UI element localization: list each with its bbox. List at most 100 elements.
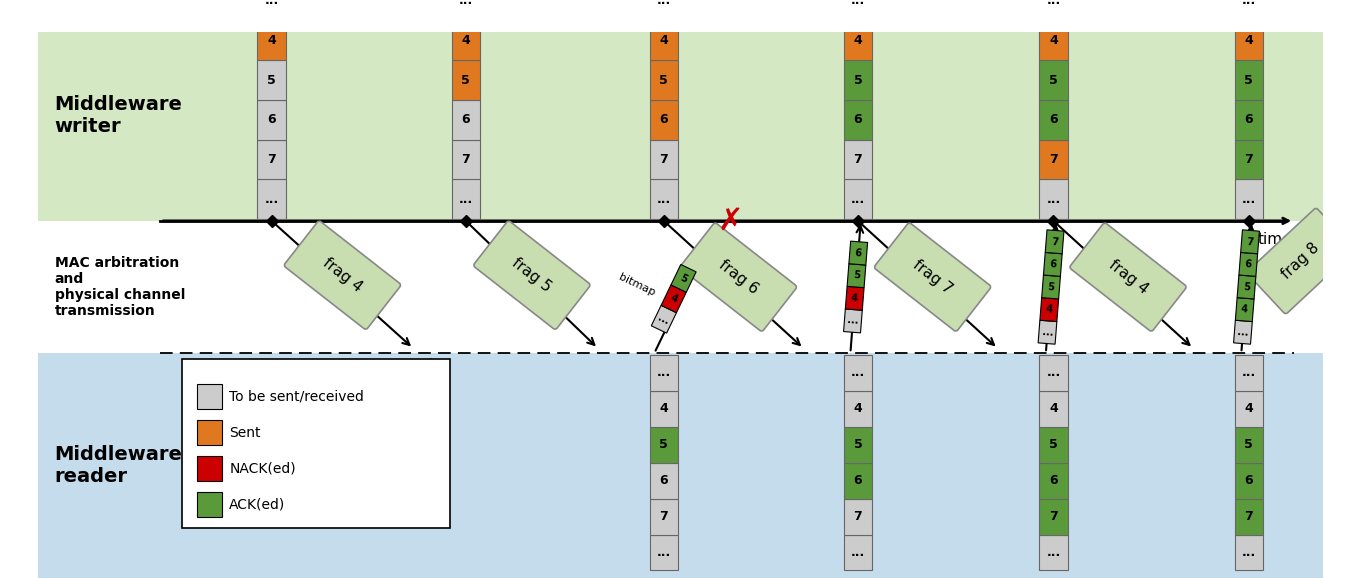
Bar (197, 420, 222, 445)
Text: 4: 4 (660, 34, 668, 47)
Bar (257, 179, 286, 219)
Bar (1234, 499, 1263, 535)
Bar (1040, 391, 1067, 427)
Bar (452, 21, 480, 60)
Text: 5: 5 (1243, 281, 1251, 292)
Text: ...: ... (1241, 0, 1256, 8)
Text: 7: 7 (1244, 153, 1253, 166)
Text: 4: 4 (1049, 402, 1057, 416)
Bar (649, 355, 678, 391)
Bar (1234, 179, 1263, 219)
Bar (844, 427, 872, 463)
Text: 7: 7 (267, 153, 276, 166)
Text: 7: 7 (853, 510, 863, 523)
Bar (649, 60, 678, 100)
Bar (257, 21, 286, 60)
Bar (1040, 499, 1067, 535)
Bar (652, 305, 676, 333)
Text: 6: 6 (853, 113, 863, 126)
Bar (38, 353, 1323, 578)
Text: ...: ... (264, 192, 279, 206)
Bar (197, 456, 222, 481)
Text: 4: 4 (660, 402, 668, 416)
Text: 5: 5 (678, 272, 689, 284)
Bar (844, 391, 872, 427)
Text: 6: 6 (267, 113, 276, 126)
Bar (257, 0, 286, 21)
Text: 5: 5 (660, 73, 668, 87)
FancyBboxPatch shape (680, 223, 796, 331)
Text: time: time (1258, 232, 1292, 247)
Text: 7: 7 (1244, 510, 1253, 523)
Text: $t_{sh}$: $t_{sh}$ (1293, 228, 1315, 249)
Bar (1234, 535, 1263, 570)
Bar (452, 0, 480, 21)
Bar (452, 60, 480, 100)
Text: ACK(ed): ACK(ed) (230, 497, 286, 512)
Bar (844, 463, 872, 499)
Bar (1040, 355, 1067, 391)
Text: 7: 7 (853, 153, 863, 166)
Text: 5: 5 (1049, 438, 1057, 451)
FancyBboxPatch shape (474, 221, 589, 329)
Text: ...: ... (264, 0, 279, 8)
Bar (1040, 427, 1067, 463)
Text: $t_{sh}$: $t_{sh}$ (313, 228, 333, 249)
Text: ...: ... (1047, 546, 1060, 559)
Text: Middleware
reader: Middleware reader (54, 445, 182, 486)
Text: ...: ... (656, 546, 671, 559)
Text: ✗: ✗ (717, 206, 743, 235)
Text: 7: 7 (1049, 510, 1057, 523)
Text: 5: 5 (853, 73, 863, 87)
Bar (1045, 230, 1064, 254)
Bar (649, 463, 678, 499)
Bar (671, 265, 695, 292)
Text: 4: 4 (851, 293, 859, 303)
Text: $t_{sh}$: $t_{sh}$ (509, 228, 531, 249)
Text: 4: 4 (1045, 305, 1053, 315)
Text: ...: ... (1241, 546, 1256, 559)
Text: ...: ... (656, 312, 671, 326)
Text: 4: 4 (853, 34, 863, 47)
Bar (649, 100, 678, 140)
Text: ...: ... (847, 316, 859, 327)
Text: 4: 4 (1244, 34, 1253, 47)
Text: ...: ... (1237, 327, 1249, 338)
Bar (1040, 298, 1059, 321)
Bar (847, 264, 866, 288)
Text: ...: ... (851, 366, 866, 380)
Bar (1236, 298, 1253, 321)
Text: 7: 7 (1247, 236, 1253, 247)
Bar (197, 492, 222, 517)
Text: 5: 5 (461, 73, 470, 87)
Text: ...: ... (1041, 327, 1053, 338)
Text: 4: 4 (1241, 305, 1248, 315)
Bar (257, 140, 286, 179)
Bar (1237, 275, 1256, 299)
Bar (38, 221, 1323, 353)
FancyBboxPatch shape (1247, 209, 1354, 314)
Text: 4: 4 (668, 293, 679, 305)
Text: 7: 7 (660, 510, 668, 523)
Bar (1040, 463, 1067, 499)
Text: ...: ... (1047, 0, 1060, 8)
Bar (1038, 320, 1057, 344)
Text: ✗: ✗ (410, 358, 436, 387)
Bar (649, 427, 678, 463)
Text: 6: 6 (1244, 259, 1252, 270)
Bar (1233, 320, 1252, 344)
Text: 6: 6 (660, 113, 668, 126)
Text: 5: 5 (1244, 438, 1253, 451)
Bar (1234, 0, 1263, 21)
Bar (452, 179, 480, 219)
Text: 7: 7 (1051, 236, 1059, 247)
Bar (844, 100, 872, 140)
Text: MAC arbitration
and
physical channel
transmission: MAC arbitration and physical channel tra… (54, 255, 185, 318)
Bar (844, 535, 872, 570)
Bar (649, 21, 678, 60)
Bar (1234, 427, 1263, 463)
Text: 4: 4 (853, 402, 863, 416)
Text: 5: 5 (267, 73, 276, 87)
Bar (38, 32, 1323, 221)
Text: frag 8: frag 8 (1279, 240, 1323, 282)
